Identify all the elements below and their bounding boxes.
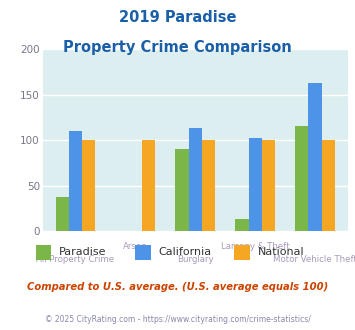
Bar bbox=[202, 140, 215, 231]
Bar bbox=[308, 83, 322, 231]
Text: © 2025 CityRating.com - https://www.cityrating.com/crime-statistics/: © 2025 CityRating.com - https://www.city… bbox=[45, 315, 310, 324]
Text: Burglary: Burglary bbox=[177, 255, 214, 264]
Text: National: National bbox=[257, 248, 304, 257]
Text: Property Crime Comparison: Property Crime Comparison bbox=[63, 40, 292, 54]
Text: 2019 Paradise: 2019 Paradise bbox=[119, 10, 236, 25]
Bar bbox=[82, 140, 95, 231]
Bar bbox=[189, 128, 202, 231]
Bar bbox=[322, 140, 335, 231]
Bar bbox=[175, 149, 189, 231]
Text: Larceny & Theft: Larceny & Theft bbox=[221, 242, 289, 251]
Bar bbox=[142, 140, 155, 231]
Bar bbox=[56, 197, 69, 231]
Text: Compared to U.S. average. (U.S. average equals 100): Compared to U.S. average. (U.S. average … bbox=[27, 282, 328, 292]
Bar bbox=[248, 138, 262, 231]
Bar bbox=[295, 126, 308, 231]
Text: California: California bbox=[158, 248, 211, 257]
Text: Arson: Arson bbox=[123, 242, 148, 251]
Bar bbox=[235, 219, 248, 231]
Text: Motor Vehicle Theft: Motor Vehicle Theft bbox=[273, 255, 355, 264]
Bar bbox=[69, 131, 82, 231]
Bar bbox=[262, 140, 275, 231]
Text: All Property Crime: All Property Crime bbox=[37, 255, 115, 264]
Text: Paradise: Paradise bbox=[59, 248, 106, 257]
